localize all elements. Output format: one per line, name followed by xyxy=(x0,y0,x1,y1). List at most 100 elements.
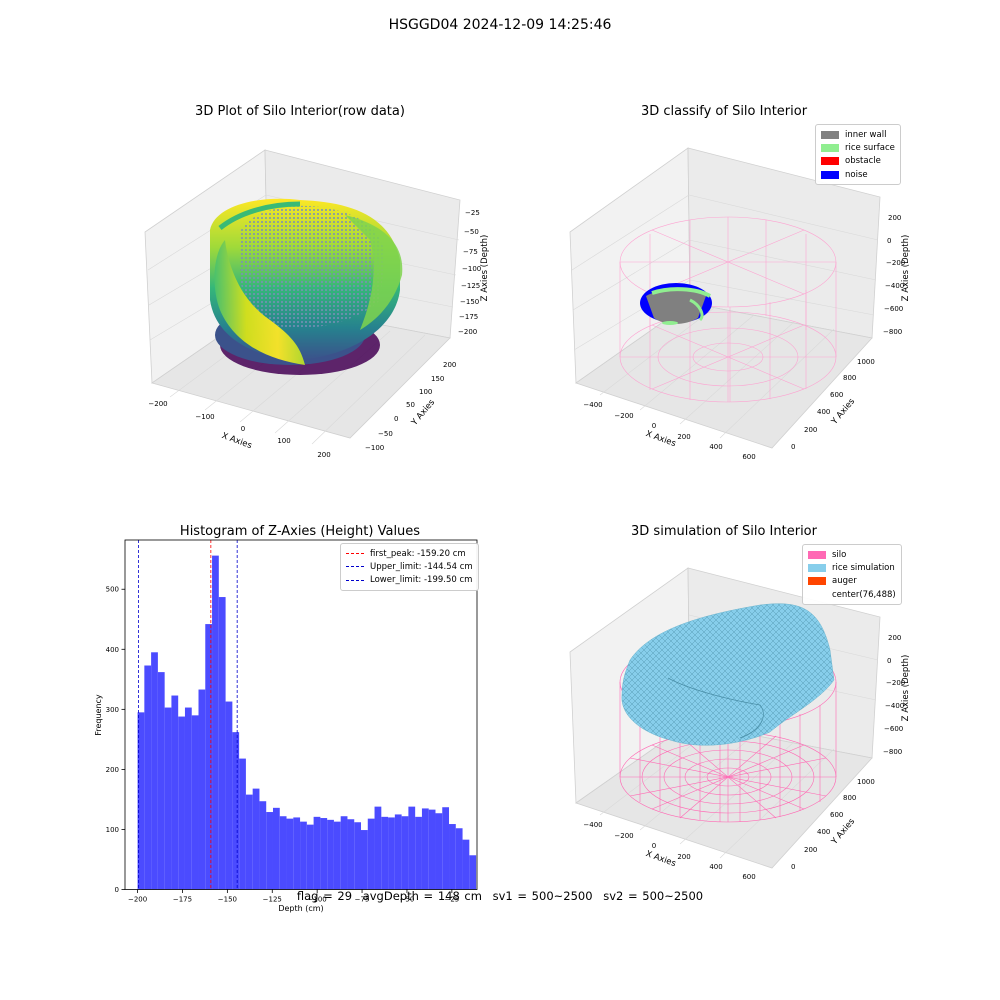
x-ticks: −200 −175 −150 −125 −100 −75 −50 −25 xyxy=(128,889,459,904)
panel1-title: 3D Plot of Silo Interior(row data) xyxy=(195,104,405,119)
z-tick: −400 xyxy=(885,702,904,710)
histogram-bar xyxy=(306,824,314,890)
histogram-bar xyxy=(388,817,395,890)
y-tick: 400 xyxy=(817,408,830,416)
histogram-bar xyxy=(300,821,307,890)
histogram-bar xyxy=(408,806,416,890)
histogram-bar xyxy=(435,813,443,890)
histogram-bar xyxy=(469,855,477,890)
x-tick: 100 xyxy=(277,437,290,445)
histogram-bar xyxy=(178,716,185,890)
x-tick-label: −150 xyxy=(218,896,237,904)
z-tick: −200 xyxy=(886,679,905,687)
plot-frame xyxy=(124,539,478,890)
obstacle-swatch xyxy=(821,157,839,166)
x-tick-label: −100 xyxy=(308,896,327,904)
histogram-bar xyxy=(245,794,253,890)
histogram-bar xyxy=(327,819,334,890)
histogram-bar xyxy=(333,821,341,890)
x-tick-label: −25 xyxy=(444,896,459,904)
y-tick: 600 xyxy=(830,811,843,819)
histogram-bar xyxy=(381,816,389,890)
raw-scatter-3d: −200 −100 0 100 200 −100 −50 0 50 100 15… xyxy=(144,149,490,459)
x-tick: 200 xyxy=(677,433,690,441)
x-axis-label: X Axies xyxy=(644,429,677,449)
y-tick: 50 xyxy=(406,401,415,409)
y-tick: −50 xyxy=(378,430,393,438)
panel2-title: 3D classify of Silo Interior xyxy=(640,104,808,119)
noise-swatch xyxy=(821,170,839,179)
y-tick: 600 xyxy=(830,391,843,399)
y-tick-label: 500 xyxy=(106,586,119,594)
histogram-bar xyxy=(421,808,429,890)
histogram-bar xyxy=(313,816,321,890)
y-tick: 400 xyxy=(817,828,830,836)
y-tick-label: 0 xyxy=(115,886,119,894)
silo-wireframe xyxy=(619,216,837,403)
z-axis-label: Z Axies (Depth) xyxy=(901,655,911,722)
panel2-axes-panes xyxy=(569,147,881,449)
y-tick: 150 xyxy=(431,375,444,383)
x-tick-label: −200 xyxy=(128,896,147,904)
y-axis-label: Y Axies xyxy=(829,816,857,847)
histogram-bar xyxy=(198,689,206,890)
z-tick: 200 xyxy=(888,214,901,222)
x-tick: −200 xyxy=(148,400,167,408)
histogram-bar xyxy=(449,824,456,890)
y-tick: 1000 xyxy=(857,778,875,786)
histogram-bar xyxy=(340,816,348,890)
panel1-point-cloud xyxy=(210,198,403,375)
histogram-bar xyxy=(354,822,362,890)
z-tick: −100 xyxy=(462,265,481,273)
x-tick: 600 xyxy=(742,453,755,461)
y-axis-label: Y Axies xyxy=(829,396,857,427)
x-tick: −400 xyxy=(583,821,602,829)
panel2-ticks: −400 −200 0 200 400 600 0 200 400 600 80… xyxy=(583,214,905,461)
histogram-bar xyxy=(157,672,165,890)
z-tick: 0 xyxy=(887,237,891,245)
histogram-bar xyxy=(225,701,233,890)
z-tick: −800 xyxy=(883,328,902,336)
histogram-bar xyxy=(394,814,402,890)
panel4-legend: silo rice simulation auger center(76,488… xyxy=(802,544,902,606)
panel4-title: 3D simulation of Silo Interior xyxy=(631,524,817,539)
histogram-bar xyxy=(320,818,328,890)
histogram-bar xyxy=(144,665,152,890)
y-tick-label: 200 xyxy=(106,766,119,774)
flag-text: flag = 29 xyxy=(296,889,353,903)
histogram-bar xyxy=(218,597,226,890)
z-axis-label: Z Axies (Depth) xyxy=(901,235,911,302)
panel1-ticks: −200 −100 0 100 200 −100 −50 0 50 100 15… xyxy=(148,209,481,459)
histogram-bar xyxy=(212,555,219,890)
sv1-text: sv1 = 500~2500 xyxy=(492,889,593,903)
histogram-bar xyxy=(428,809,436,890)
rice-surface-swatch xyxy=(821,143,839,152)
histogram-bar xyxy=(164,707,172,890)
x-tick-label: −125 xyxy=(263,896,282,904)
z-tick: −175 xyxy=(459,313,478,321)
y-tick: 0 xyxy=(791,863,795,871)
rice-surface xyxy=(621,603,835,746)
x-axis-label: X Axies xyxy=(220,431,253,451)
x-tick: 0 xyxy=(652,842,656,850)
inner-wall-swatch xyxy=(821,130,839,139)
histogram-bar xyxy=(286,818,294,890)
x-tick: 0 xyxy=(652,422,656,430)
y-tick: 0 xyxy=(791,443,795,451)
legend-item: silo xyxy=(808,548,896,561)
z-tick: −25 xyxy=(465,209,480,217)
histogram-bar xyxy=(367,818,375,890)
y-tick: 200 xyxy=(804,426,817,434)
histogram-bar xyxy=(239,758,246,890)
legend-item: noise xyxy=(821,168,895,181)
x-tick: 400 xyxy=(709,863,722,871)
z-tick: 200 xyxy=(888,634,901,642)
classified-points xyxy=(640,283,712,325)
histogram-bar xyxy=(184,707,192,890)
y-tick: −100 xyxy=(365,444,384,452)
simulation-3d: −400 −200 0 200 400 600 0 200 400 600 80… xyxy=(569,567,911,881)
y-tick: 0 xyxy=(394,415,398,423)
threshold-lines xyxy=(138,540,238,890)
x-tick: −100 xyxy=(195,413,214,421)
histogram-bar xyxy=(361,830,368,890)
